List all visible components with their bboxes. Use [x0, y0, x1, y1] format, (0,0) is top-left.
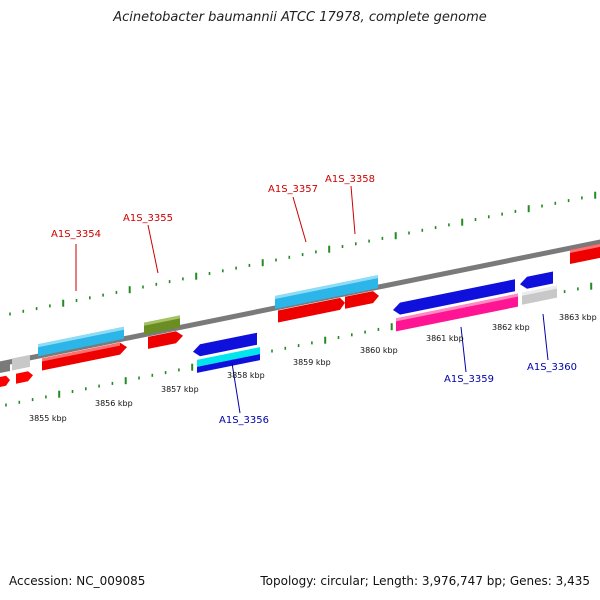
- scale-labels: 3855 kbp 3856 kbp 3857 kbp 3858 kbp 3859…: [29, 313, 597, 423]
- gene-A1S_3357-block[interactable]: [275, 275, 379, 323]
- gene-label-A1S_3354[interactable]: A1S_3354: [51, 229, 101, 240]
- scale-label: 3859 kbp: [293, 358, 331, 367]
- map-title: Acinetobacter baumannii ATCC 17978, comp…: [113, 10, 487, 25]
- scale-label: 3862 kbp: [492, 323, 530, 332]
- genome-summary-text: Topology: circular; Length: 3,976,747 bp…: [260, 574, 590, 588]
- gene-label-A1S_3355[interactable]: A1S_3355: [123, 213, 173, 224]
- label-leaders: [75, 185, 549, 414]
- gene-block[interactable]: [570, 242, 600, 265]
- scale-label: 3858 kbp: [227, 371, 265, 380]
- gene-label-A1S_3356[interactable]: A1S_3356: [219, 415, 269, 426]
- accession-text: Accession: NC_009085: [9, 574, 146, 588]
- upper-tick-track: [9, 191, 597, 316]
- scale-label: 3860 kbp: [360, 346, 398, 355]
- scale-label: 3857 kbp: [161, 385, 199, 394]
- gene-A1S_3354-block[interactable]: [38, 326, 127, 371]
- scale-label: 3861 kbp: [426, 334, 464, 343]
- gene-label-A1S_3357[interactable]: A1S_3357: [268, 184, 318, 195]
- scale-label: 3855 kbp: [29, 414, 67, 423]
- gene-label-A1S_3359[interactable]: A1S_3359: [444, 374, 494, 385]
- gene-label-A1S_3360[interactable]: A1S_3360: [527, 362, 577, 373]
- scale-label: 3856 kbp: [95, 399, 133, 408]
- gene-A1S_3360-block[interactable]: [520, 271, 557, 306]
- gene-A1S_3355-block[interactable]: [144, 315, 183, 350]
- gene-label-A1S_3358[interactable]: A1S_3358: [325, 174, 375, 185]
- gene-A1S_3359-block[interactable]: [393, 279, 518, 332]
- reverse-gene-labels: A1S_3356 A1S_3359 A1S_3360: [219, 362, 577, 426]
- gene-A1S_3356-block[interactable]: [193, 332, 260, 374]
- forward-gene-labels: A1S_3354 A1S_3355 A1S_3357 A1S_3358: [51, 174, 375, 240]
- scale-label: 3863 kbp: [559, 313, 597, 322]
- gene-block[interactable]: [0, 354, 33, 388]
